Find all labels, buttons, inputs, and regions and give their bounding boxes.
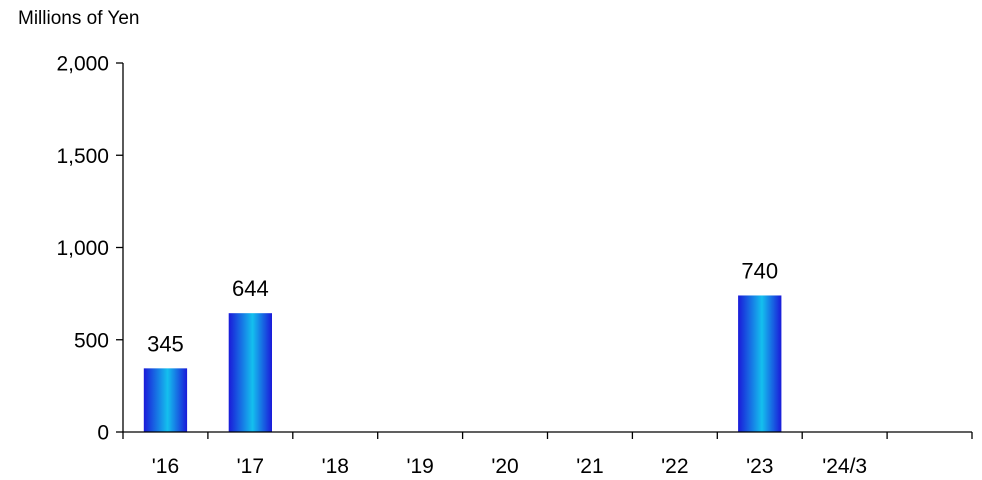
bar	[143, 368, 188, 432]
x-tick-label: '21	[576, 455, 603, 478]
y-axis-unit-label: Millions of Yen	[18, 8, 139, 29]
x-tick-label: '22	[661, 455, 688, 478]
y-tick-label: 1,500	[56, 145, 109, 168]
bars	[143, 295, 782, 432]
y-tick-label: 1,000	[56, 237, 109, 260]
y-axis-ticks: 0 500 1,000 1,500 2,000	[56, 53, 123, 445]
bar-value-label: 345	[147, 331, 184, 356]
x-tick-label: '16	[152, 455, 179, 478]
x-tick-label: '17	[237, 455, 264, 478]
value-labels: 345 644 740	[147, 258, 778, 356]
y-tick-label: 500	[74, 329, 109, 352]
x-tick-label: '19	[406, 455, 433, 478]
x-tick-label: '23	[746, 455, 773, 478]
y-tick-label: 2,000	[56, 53, 109, 76]
x-axis-ticks: '16 '17 '18 '19 '20 '21 '22 '23 '24/3	[122, 432, 973, 478]
x-tick-label: '24/3	[822, 455, 867, 478]
y-tick-label: 0	[97, 422, 109, 445]
bar	[228, 313, 272, 432]
bar-value-label: 740	[741, 258, 778, 283]
bar	[738, 295, 782, 432]
x-tick-label: '18	[322, 455, 349, 478]
x-tick-label: '20	[491, 455, 518, 478]
bar-value-label: 644	[232, 276, 269, 301]
